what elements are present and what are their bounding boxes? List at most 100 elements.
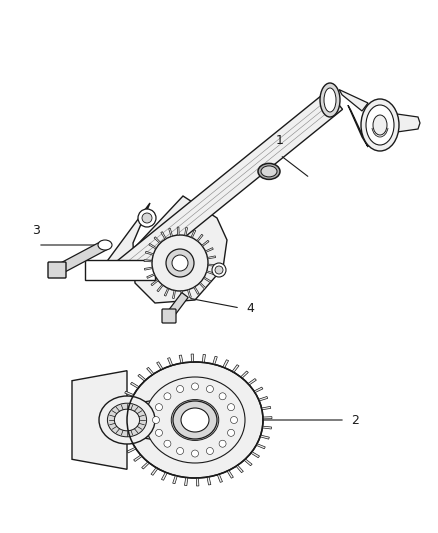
Polygon shape bbox=[157, 285, 163, 292]
Polygon shape bbox=[125, 391, 134, 397]
Polygon shape bbox=[191, 354, 194, 362]
Text: 4: 4 bbox=[246, 302, 254, 314]
Ellipse shape bbox=[320, 83, 340, 117]
Circle shape bbox=[164, 440, 171, 447]
Polygon shape bbox=[232, 365, 239, 373]
Ellipse shape bbox=[366, 105, 394, 145]
Polygon shape bbox=[206, 271, 215, 274]
Circle shape bbox=[219, 393, 226, 400]
Ellipse shape bbox=[127, 362, 263, 478]
Ellipse shape bbox=[373, 115, 387, 135]
Polygon shape bbox=[145, 251, 154, 255]
Polygon shape bbox=[149, 244, 156, 249]
Polygon shape bbox=[154, 237, 161, 244]
Polygon shape bbox=[134, 455, 142, 462]
Polygon shape bbox=[187, 289, 191, 297]
Polygon shape bbox=[141, 462, 149, 469]
Polygon shape bbox=[204, 277, 211, 282]
Polygon shape bbox=[147, 274, 155, 278]
Circle shape bbox=[172, 255, 188, 271]
Polygon shape bbox=[120, 401, 130, 405]
Polygon shape bbox=[202, 354, 205, 362]
Polygon shape bbox=[205, 248, 213, 252]
Polygon shape bbox=[177, 227, 179, 235]
Polygon shape bbox=[236, 465, 244, 473]
Polygon shape bbox=[161, 232, 166, 239]
Circle shape bbox=[206, 385, 213, 392]
Ellipse shape bbox=[258, 164, 280, 180]
Polygon shape bbox=[85, 260, 155, 280]
Ellipse shape bbox=[98, 240, 112, 250]
Polygon shape bbox=[248, 378, 256, 385]
Ellipse shape bbox=[114, 409, 140, 431]
Polygon shape bbox=[207, 477, 211, 485]
Circle shape bbox=[166, 249, 194, 277]
Circle shape bbox=[164, 393, 171, 400]
Polygon shape bbox=[131, 382, 139, 389]
Polygon shape bbox=[256, 443, 265, 449]
Polygon shape bbox=[169, 228, 173, 237]
Polygon shape bbox=[151, 280, 158, 286]
Polygon shape bbox=[261, 406, 271, 410]
Polygon shape bbox=[72, 370, 127, 469]
Polygon shape bbox=[162, 472, 167, 480]
Polygon shape bbox=[122, 439, 131, 443]
Circle shape bbox=[138, 209, 156, 227]
Text: 3: 3 bbox=[32, 224, 40, 237]
Polygon shape bbox=[197, 235, 203, 241]
Polygon shape bbox=[181, 291, 183, 299]
Circle shape bbox=[152, 416, 159, 424]
Polygon shape bbox=[260, 435, 269, 439]
Ellipse shape bbox=[145, 377, 245, 463]
Polygon shape bbox=[117, 91, 343, 279]
Polygon shape bbox=[157, 362, 163, 370]
FancyBboxPatch shape bbox=[48, 262, 66, 278]
Polygon shape bbox=[103, 196, 227, 303]
Ellipse shape bbox=[99, 396, 155, 444]
Circle shape bbox=[191, 450, 198, 457]
Ellipse shape bbox=[171, 400, 219, 440]
Circle shape bbox=[227, 403, 234, 410]
Polygon shape bbox=[244, 459, 252, 466]
Polygon shape bbox=[144, 260, 152, 262]
FancyBboxPatch shape bbox=[162, 309, 176, 323]
Circle shape bbox=[155, 403, 162, 410]
Polygon shape bbox=[173, 290, 176, 298]
Polygon shape bbox=[208, 256, 215, 259]
Polygon shape bbox=[254, 387, 263, 393]
Text: 1: 1 bbox=[276, 134, 284, 147]
Polygon shape bbox=[173, 475, 177, 484]
Circle shape bbox=[206, 448, 213, 455]
Ellipse shape bbox=[107, 403, 147, 437]
Polygon shape bbox=[167, 358, 173, 366]
Polygon shape bbox=[348, 105, 368, 147]
Polygon shape bbox=[196, 478, 199, 486]
Polygon shape bbox=[202, 240, 209, 246]
Polygon shape bbox=[251, 451, 259, 458]
Polygon shape bbox=[213, 356, 217, 365]
Polygon shape bbox=[262, 426, 272, 429]
Polygon shape bbox=[119, 430, 128, 434]
Polygon shape bbox=[217, 474, 223, 482]
Circle shape bbox=[152, 235, 208, 291]
Polygon shape bbox=[227, 470, 233, 478]
Text: 2: 2 bbox=[351, 414, 359, 426]
Polygon shape bbox=[223, 360, 229, 368]
Circle shape bbox=[212, 263, 226, 277]
Polygon shape bbox=[118, 411, 127, 414]
Polygon shape bbox=[390, 113, 420, 133]
Circle shape bbox=[219, 440, 226, 447]
Circle shape bbox=[177, 385, 184, 392]
Polygon shape bbox=[184, 478, 188, 486]
Circle shape bbox=[215, 266, 223, 274]
Polygon shape bbox=[147, 367, 154, 375]
Polygon shape bbox=[138, 374, 146, 381]
Polygon shape bbox=[167, 293, 188, 317]
Circle shape bbox=[177, 448, 184, 455]
Polygon shape bbox=[208, 264, 216, 266]
Polygon shape bbox=[194, 287, 199, 294]
Polygon shape bbox=[199, 282, 206, 289]
Polygon shape bbox=[263, 417, 272, 419]
Circle shape bbox=[230, 416, 237, 424]
Circle shape bbox=[142, 213, 152, 223]
